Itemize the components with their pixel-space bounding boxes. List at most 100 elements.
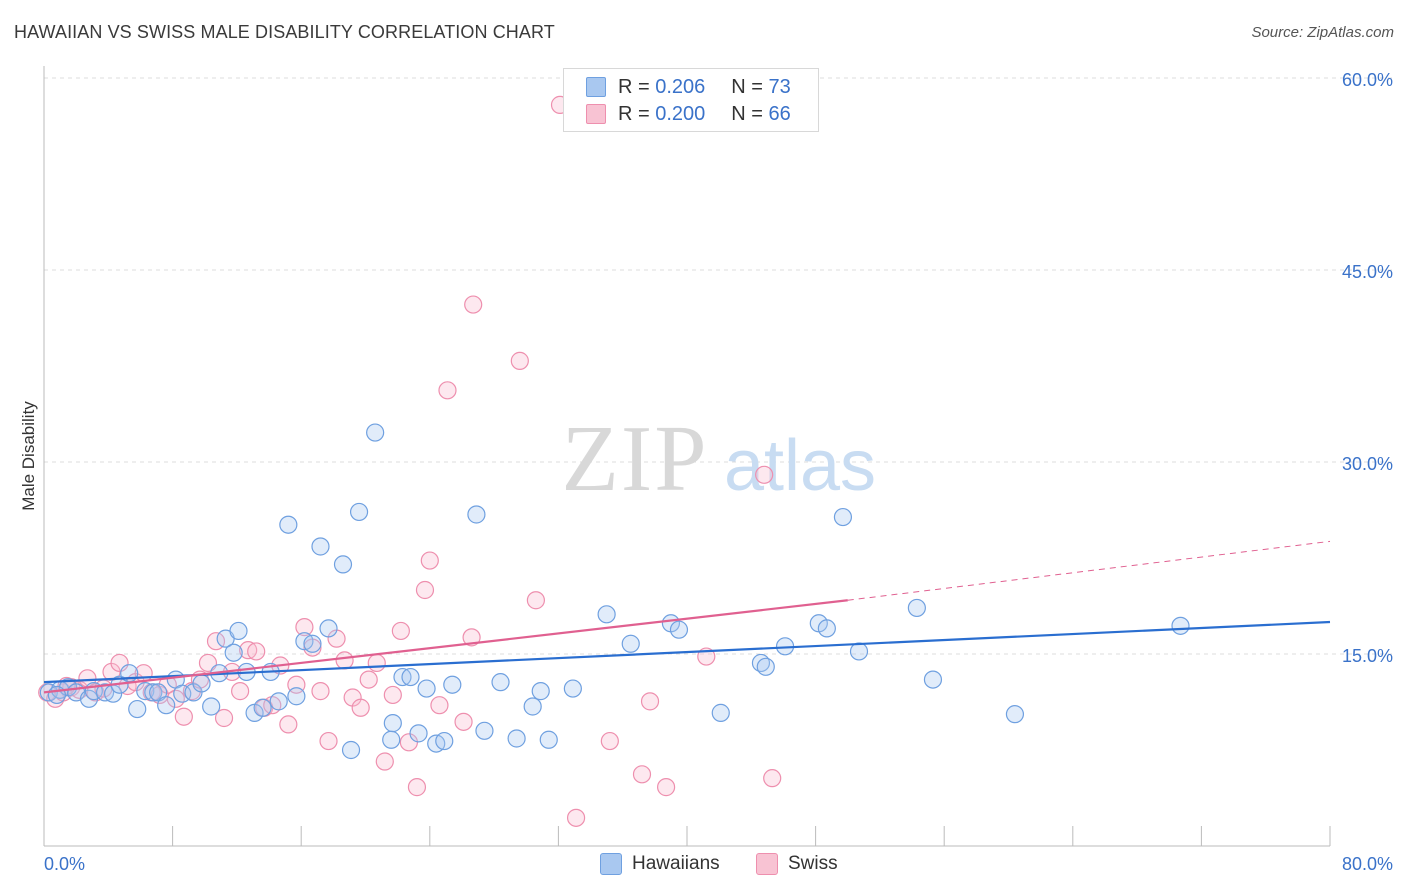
swiss-point (335, 651, 354, 670)
hawaiian-point (144, 683, 163, 702)
source-label: Source: ZipAtlas.com (1251, 24, 1394, 41)
hawaiian-point (597, 605, 616, 624)
legend-n-label: N = (731, 102, 763, 125)
hawaiian-point (149, 683, 168, 702)
hawaiian-point (923, 670, 943, 689)
swiss-point (526, 591, 545, 610)
hawaiian-point (128, 699, 147, 719)
swiss-point (632, 765, 652, 784)
swiss-point (415, 580, 435, 600)
hawaiian-point (202, 697, 221, 716)
swiss-point (174, 707, 193, 726)
hawaiian-point (711, 703, 730, 722)
legend-r-value: 0.200 (655, 102, 706, 125)
swiss-point (454, 712, 473, 731)
watermark-atlas: atlas (724, 426, 876, 506)
bottom-legend-swiss: Swiss (756, 852, 838, 876)
hawaiian-point (669, 620, 689, 639)
swiss-point (319, 731, 338, 751)
y-tick-label: 30.0% (1342, 454, 1393, 474)
hawaiian-point (401, 667, 420, 687)
swiss-point (438, 381, 457, 400)
swiss-point (420, 551, 439, 570)
hawaiian-point (491, 673, 510, 692)
legend-swatch-hawaiians (586, 77, 606, 97)
hawaiian-point (817, 619, 836, 638)
hawaiian-point (833, 507, 853, 527)
hawaiian-point (409, 724, 428, 743)
legend-row-hawaiians: R = 0.206 N = 73 (586, 75, 791, 99)
hawaiian-point (366, 423, 385, 442)
hawaiian-point (319, 619, 338, 638)
swiss-point (763, 769, 782, 788)
swiss-point (566, 808, 586, 827)
y-tick-label: 45.0% (1342, 262, 1393, 282)
hawaiian-point (383, 714, 402, 733)
swiss-point (231, 682, 250, 701)
swiss-point (295, 618, 314, 637)
hawaiian-point (333, 555, 353, 574)
swiss-point (464, 295, 483, 314)
hawaiian-point (539, 730, 558, 749)
hawaiians-trend-line (43, 620, 1331, 684)
swiss-point (375, 752, 394, 771)
swiss-trend-line (43, 599, 848, 694)
grid-lines (44, 77, 1392, 655)
hawaiian-point (467, 505, 486, 524)
swiss-point (657, 778, 676, 797)
swiss-point (198, 653, 218, 673)
swiss-point (391, 621, 410, 641)
swiss-point (351, 698, 370, 717)
hawaiian-point (229, 621, 248, 641)
swiss-point (407, 778, 427, 797)
legend-r-value: 0.206 (655, 75, 706, 98)
legend: R = 0.206 N = 73 R = 0.200 N = 66 (563, 68, 819, 132)
chart-title: HAWAIIAN VS SWISS MALE DISABILITY CORREL… (14, 22, 555, 42)
swiss-point (462, 628, 481, 647)
hawaiian-point (507, 729, 526, 748)
bottom-legend-label-hawaiians: Hawaiians (632, 853, 720, 874)
bottom-legend-swatch-hawaiians (600, 853, 622, 875)
hawaiian-point (279, 515, 298, 534)
swiss-point (279, 715, 298, 734)
hawaiian-point (303, 634, 322, 653)
y-tick-label: 15.0% (1342, 646, 1393, 666)
swiss-trend-extension (847, 540, 1331, 601)
hawaiian-point (253, 698, 272, 717)
watermark: ZIP atlas (562, 407, 877, 511)
hawaiian-point (311, 537, 330, 556)
hawaiian-point (192, 674, 211, 693)
legend-n-value: 73 (768, 75, 791, 98)
hawaiian-point (443, 675, 462, 694)
hawaiian-point (523, 697, 542, 716)
swiss-point (367, 653, 386, 673)
hawaiian-point (47, 685, 66, 705)
hawaiian-point (1005, 705, 1025, 724)
hawaiian-point (224, 643, 243, 662)
swiss-point (311, 682, 330, 701)
x-tick-label: 0.0% (44, 854, 85, 874)
hawaiian-point (349, 502, 369, 522)
legend-n-value: 66 (768, 102, 791, 125)
hawaiian-point (269, 692, 288, 711)
hawaiian-point (849, 642, 869, 661)
hawaiian-point (531, 682, 550, 701)
axes (43, 66, 1331, 847)
hawaiian-point (475, 721, 494, 740)
hawaiian-point (756, 657, 775, 676)
x-tick-label: 80.0% (1342, 854, 1393, 874)
hawaiian-point (621, 634, 640, 653)
y-tick-label: 60.0% (1342, 70, 1393, 90)
legend-r-label: R = (618, 75, 650, 98)
legend-r-label: R = (618, 102, 650, 125)
hawaiian-point (435, 731, 454, 751)
hawaiian-point (287, 687, 306, 706)
legend-n-label: N = (731, 75, 763, 98)
bottom-legend-hawaiians: Hawaiians (600, 852, 720, 876)
hawaiian-point (563, 679, 582, 698)
swiss-point (430, 696, 449, 715)
hawaiian-point (382, 730, 401, 749)
hawaiian-point (157, 696, 176, 715)
swiss-point (359, 670, 378, 689)
